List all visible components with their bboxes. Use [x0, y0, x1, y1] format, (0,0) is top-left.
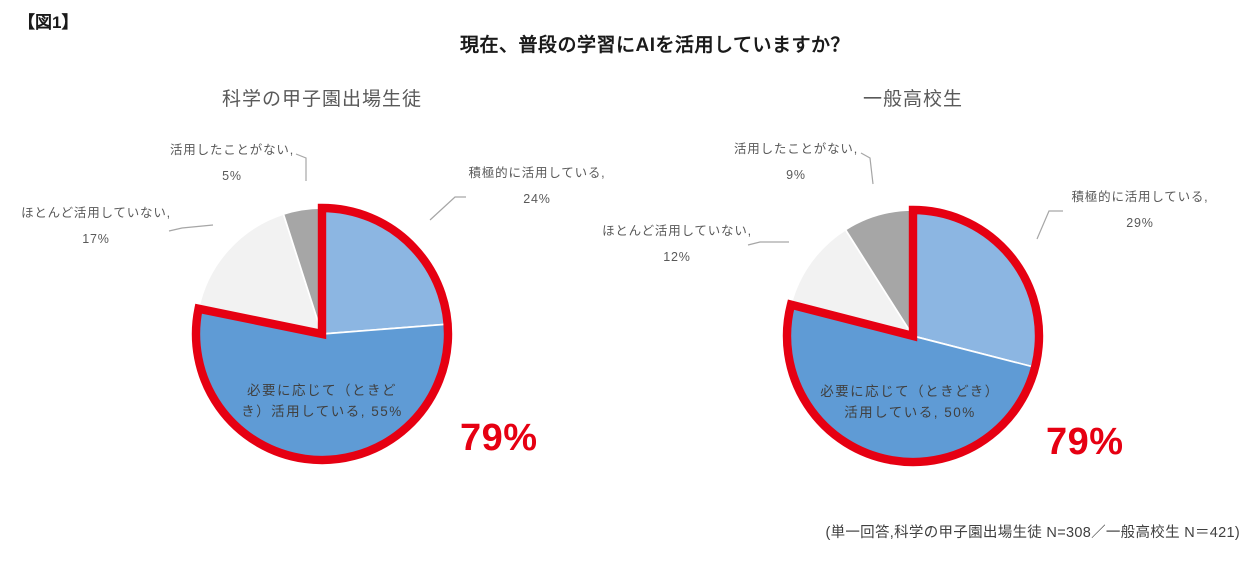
callout-value: 29%	[1126, 216, 1154, 230]
callout-label: 必要に応じて（ときどき）	[820, 384, 1000, 399]
footnote: (単一回答,科学の甲子園出場生徒 N=308／一般高校生 N＝421)	[825, 525, 1240, 541]
callout-label: 活用したことがない,	[734, 142, 858, 156]
highlight-percentage-left: 79%	[460, 417, 538, 459]
pie-chart-general-students	[782, 205, 1044, 467]
callout-value: 24%	[523, 192, 551, 206]
chart-title-science-koshien: 科学の甲子園出場生徒	[221, 89, 422, 110]
callout-value: 活用している, 50%	[844, 405, 976, 420]
callout-value: 17%	[82, 232, 110, 246]
callout-label: ほとんど活用していない,	[21, 206, 171, 220]
callout-value: 5%	[222, 169, 242, 183]
highlight-outline-79	[782, 205, 1044, 467]
chart-title-general-students: 一般高校生	[862, 89, 963, 110]
callout-sometimes-right: 必要に応じて（ときどき） 活用している, 50%	[790, 381, 1030, 423]
callout-value: 12%	[663, 250, 691, 264]
callout-label: 積極的に活用している,	[468, 166, 606, 180]
figure-tag: 【図1】	[18, 13, 79, 32]
pie-chart-science-koshien	[191, 203, 453, 465]
highlight-percentage-right: 79%	[1046, 421, 1124, 463]
callout-never-left: 活用したことがない, 5%	[147, 137, 317, 189]
callout-sometimes-left: 必要に応じて（ときど き）活用している, 55%	[202, 380, 442, 422]
callout-rarely-right: ほとんど活用していない, 12%	[587, 218, 767, 270]
callout-value: 9%	[786, 168, 806, 182]
callout-label: 必要に応じて（ときど	[247, 383, 397, 398]
callout-label: 活用したことがない,	[170, 143, 294, 157]
callout-label: 積極的に活用している,	[1071, 190, 1209, 204]
callout-rarely-left: ほとんど活用していない, 17%	[6, 200, 186, 252]
callout-value: き）活用している, 55%	[241, 404, 403, 419]
callout-label: ほとんど活用していない,	[602, 224, 752, 238]
callout-never-right: 活用したことがない, 9%	[711, 136, 881, 188]
highlight-outline-79	[191, 203, 453, 465]
callout-active-right: 積極的に活用している, 29%	[1050, 184, 1230, 236]
pie-slice-rarely	[197, 212, 324, 336]
main-title: 現在、普段の学習にAIを活用していますか？	[460, 35, 850, 56]
callout-active-left: 積極的に活用している, 24%	[447, 160, 627, 212]
